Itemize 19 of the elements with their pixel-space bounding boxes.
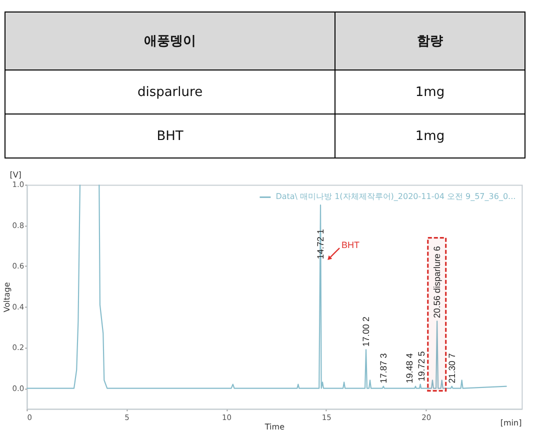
annotation: BHT <box>342 240 360 250</box>
x-axis-title: Time <box>264 422 285 432</box>
text: 애풍뎅이 <box>144 34 196 49</box>
annotation: 19.72 5 <box>416 351 426 382</box>
annotation: 21.30 7 <box>446 353 457 384</box>
annotation: 14.72 1 <box>316 229 326 260</box>
text: 1mg <box>415 129 445 144</box>
legend-label: Data\ 매미나방 1(자체제작루어)_2020-11-04 오전 9_57_36_0... <box>276 192 516 202</box>
annotation: 17.87 3 <box>378 353 388 384</box>
annotation: 17.00 2 <box>361 316 372 347</box>
y-axis-title: Voltage <box>2 282 12 312</box>
text: 함량 <box>417 34 443 49</box>
text: 1mg <box>415 85 445 100</box>
text: [V] <box>10 170 22 180</box>
text: disparlure <box>137 85 203 100</box>
text: BHT <box>156 129 184 144</box>
annotation: 20.56 disparlure 6 <box>432 246 442 318</box>
annotation: 19.48 4 <box>404 353 415 384</box>
text: [min] <box>500 418 522 428</box>
